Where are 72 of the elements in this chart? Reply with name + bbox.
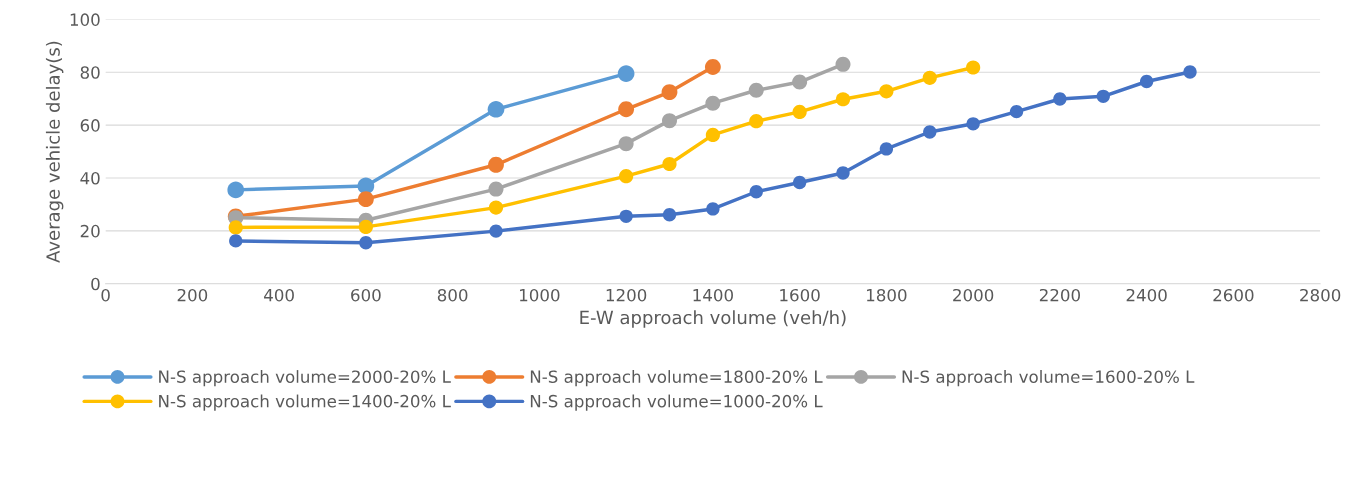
point (835, 56, 851, 72)
x-tick-label: 2200 (1039, 288, 1080, 302)
x-tick-label: 1000 (520, 288, 560, 302)
x-tick-label: 2800 (1300, 288, 1341, 302)
x-tick-label: 400 (264, 288, 294, 302)
y-tick-label: 100 (70, 13, 100, 26)
point (923, 125, 937, 139)
point (704, 59, 721, 75)
x-tick-label: 1800 (867, 288, 907, 302)
point (357, 191, 374, 208)
point (1183, 65, 1197, 79)
point (706, 202, 720, 216)
point (792, 104, 807, 119)
point (1139, 74, 1154, 89)
point (966, 117, 980, 131)
point (922, 70, 937, 85)
point (489, 224, 503, 238)
x-axis-title: E-W approach volume (veh/h) (580, 310, 846, 328)
point (228, 220, 243, 235)
point (359, 236, 373, 250)
x-tick-label: 800 (437, 288, 468, 302)
point (358, 219, 373, 234)
point (749, 114, 764, 129)
point (662, 208, 677, 222)
point (488, 156, 504, 173)
point (488, 200, 504, 215)
legend-label: N-S approach volume=1600-20% L (902, 370, 1195, 387)
point (618, 101, 635, 118)
y-tick-label: 80 (80, 66, 100, 79)
point (792, 175, 807, 190)
point (487, 100, 505, 118)
x-tick-label: 2000 (953, 288, 994, 302)
x-tick-label: 2600 (1213, 288, 1254, 302)
point (1053, 92, 1067, 106)
point (748, 82, 764, 98)
x-tick-label: 600 (351, 288, 381, 302)
point (662, 113, 677, 129)
point (705, 127, 720, 142)
y-tick-label: 0 (91, 277, 100, 291)
point (662, 156, 677, 172)
legend-label: N-S approach volume=1400-20% L (159, 394, 451, 411)
x-tick-label: 2400 (1126, 288, 1167, 302)
x-tick-label: 1200 (606, 288, 647, 302)
y-axis-title: Average vehicle delay(s) (45, 41, 64, 263)
point (488, 181, 504, 197)
point (661, 84, 678, 101)
point (1009, 104, 1024, 119)
legend-label: N-S approach volume=1800-20% L (530, 370, 823, 387)
x-tick-label: 1600 (780, 288, 820, 302)
point (835, 92, 851, 107)
x-tick-label: 200 (177, 288, 208, 302)
y-tick-label: 40 (80, 171, 100, 185)
point (966, 60, 981, 75)
legend-label: N-S approach volume=2000-20% L (159, 370, 451, 387)
x-tick-label: 1400 (693, 288, 733, 302)
legend-label: N-S approach volume=1000-20% L (530, 394, 823, 411)
point (618, 136, 634, 152)
point (619, 209, 633, 223)
point (879, 142, 894, 156)
x-tick-label: 0 (101, 288, 110, 302)
point (749, 185, 763, 199)
point (792, 74, 808, 90)
y-tick-label: 60 (80, 119, 100, 132)
point (705, 95, 721, 111)
point (1096, 89, 1110, 103)
point (227, 181, 245, 199)
point (617, 65, 635, 82)
point (836, 166, 850, 180)
point (619, 169, 634, 184)
point (229, 234, 243, 248)
y-tick-label: 20 (80, 224, 100, 238)
point (879, 84, 894, 99)
